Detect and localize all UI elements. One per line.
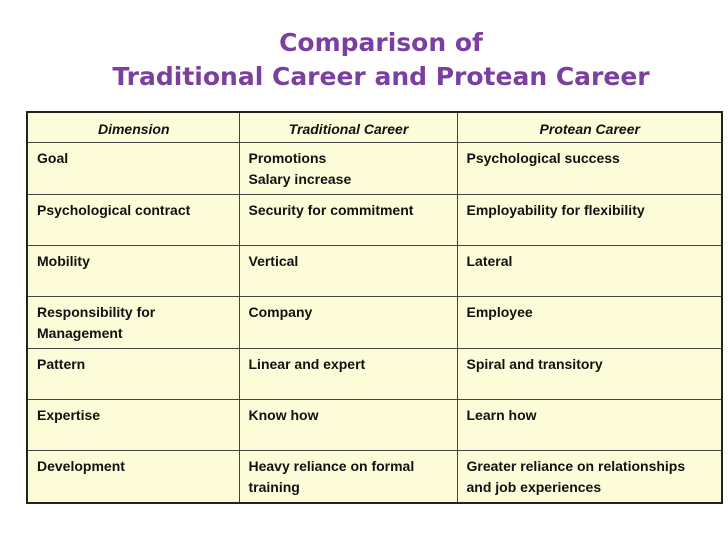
traditional-cell: Promotions Salary increase — [238, 142, 458, 195]
cell-text: Psychological contract — [37, 202, 191, 218]
dimension-cell: Responsibility for Management — [26, 296, 240, 349]
protean-cell: Psychological success — [456, 142, 723, 195]
cell-text: Expertise — [37, 407, 101, 423]
dimension-cell: Mobility — [26, 245, 240, 297]
table-row: Development Heavy reliance on formal tra… — [26, 450, 723, 504]
protean-cell: Spiral and transitory — [456, 348, 723, 400]
header-dimension: Dimension — [26, 111, 240, 143]
traditional-cell: Security for commitment — [238, 194, 458, 246]
traditional-cell: Vertical — [238, 245, 458, 297]
cell-text: Psychological success — [466, 150, 620, 166]
cell-text: Vertical — [248, 253, 299, 269]
traditional-cell: Heavy reliance on formal training — [238, 450, 458, 504]
cell-text: Responsibility for — [37, 304, 156, 320]
title-line-2: Traditional Career and Protean Career — [112, 62, 650, 91]
traditional-cell: Linear and expert — [238, 348, 458, 400]
cell-text: Employability for flexibility — [466, 202, 645, 218]
traditional-cell: Company — [238, 296, 458, 349]
cell-text: Greater reliance on relationships — [466, 458, 686, 474]
protean-cell: Greater reliance on relationships and jo… — [456, 450, 723, 504]
table-row: Mobility Vertical Lateral — [26, 245, 723, 297]
dimension-cell: Expertise — [26, 399, 240, 451]
table-row: Expertise Know how Learn how — [26, 399, 723, 451]
table-row: Goal Promotions Salary increase Psycholo… — [26, 142, 723, 195]
cell-text: Linear and expert — [248, 356, 366, 372]
cell-text: Promotions — [248, 150, 327, 166]
cell-text: Goal — [37, 150, 69, 166]
traditional-cell: Know how — [238, 399, 458, 451]
table-row: Pattern Linear and expert Spiral and tra… — [26, 348, 723, 400]
cell-text: Employee — [466, 304, 533, 320]
protean-cell: Lateral — [456, 245, 723, 297]
cell-text: Know how — [248, 407, 319, 423]
dimension-cell: Psychological contract — [26, 194, 240, 246]
cell-text: Management — [37, 325, 123, 341]
slide-title: Comparison of Traditional Career and Pro… — [0, 26, 728, 94]
title-line-1: Comparison of — [279, 28, 483, 57]
table-row: Responsibility for Management Company Em… — [26, 296, 723, 349]
cell-text: Learn how — [466, 407, 537, 423]
protean-cell: Employability for flexibility — [456, 194, 723, 246]
cell-text: Salary increase — [248, 171, 352, 187]
cell-text: and job experiences — [466, 479, 602, 495]
cell-text: Heavy reliance on formal — [248, 458, 415, 474]
protean-cell: Employee — [456, 296, 723, 349]
header-traditional-career: Traditional Career — [238, 111, 458, 143]
header-protean-career: Protean Career — [456, 111, 723, 143]
dimension-cell: Development — [26, 450, 240, 504]
cell-text: Company — [248, 304, 313, 320]
table-row: Psychological contract Security for comm… — [26, 194, 723, 246]
cell-text: Security for commitment — [248, 202, 414, 218]
cell-text: Pattern — [37, 356, 86, 372]
protean-cell: Learn how — [456, 399, 723, 451]
cell-text: Spiral and transitory — [466, 356, 603, 372]
dimension-cell: Pattern — [26, 348, 240, 400]
dimension-cell: Goal — [26, 142, 240, 195]
table-header-row: Dimension Traditional Career Protean Car… — [26, 111, 723, 143]
cell-text: Development — [37, 458, 125, 474]
comparison-table: Dimension Traditional Career Protean Car… — [26, 111, 723, 504]
cell-text: Mobility — [37, 253, 90, 269]
cell-text: Lateral — [466, 253, 513, 269]
cell-text: training — [248, 479, 300, 495]
